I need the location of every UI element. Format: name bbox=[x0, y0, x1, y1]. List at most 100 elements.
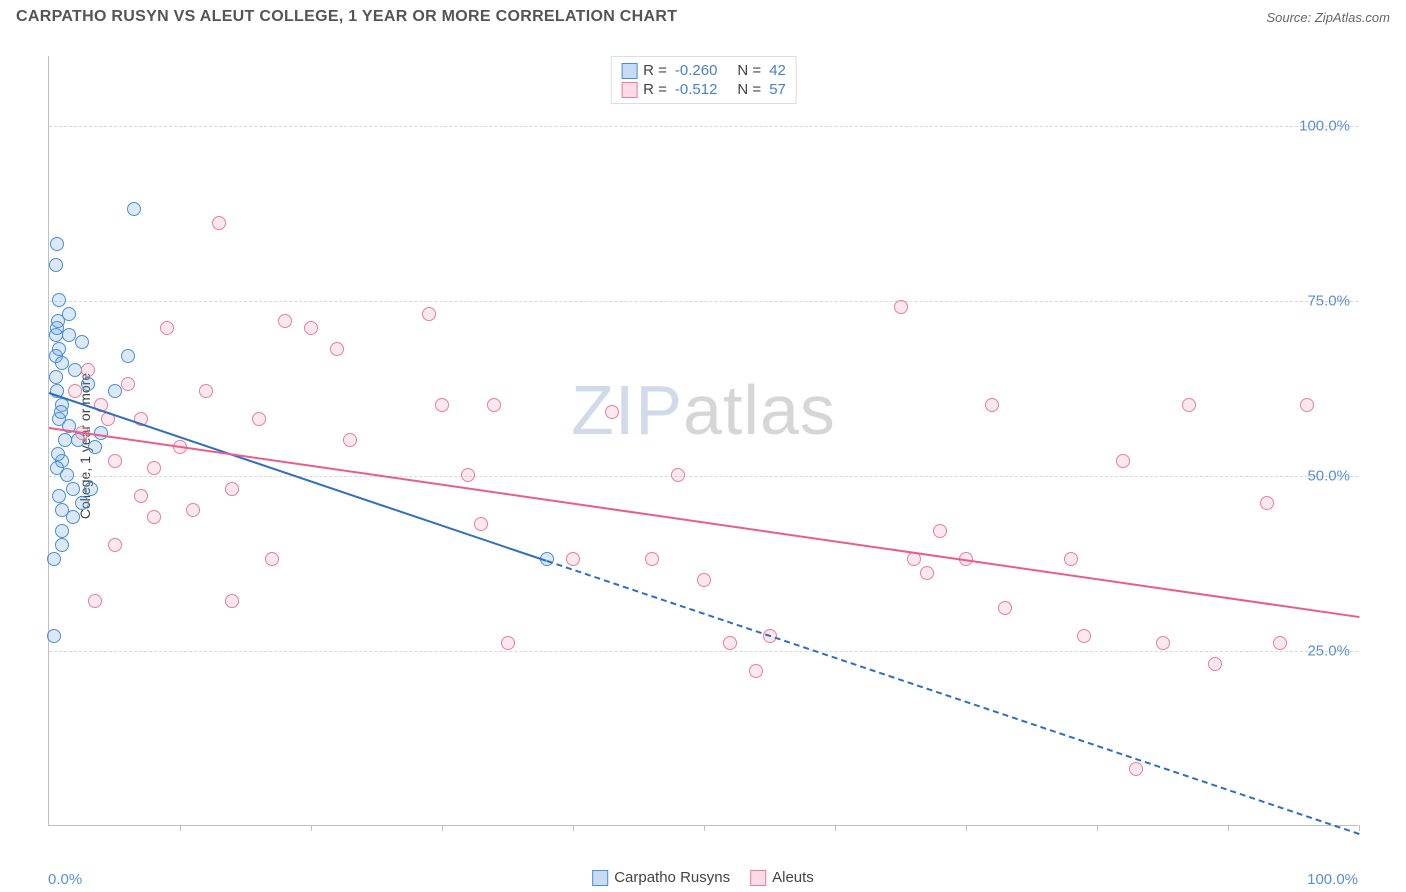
x-tick bbox=[573, 825, 574, 831]
data-point bbox=[50, 461, 64, 475]
data-point bbox=[605, 405, 619, 419]
data-point bbox=[1077, 629, 1091, 643]
data-point bbox=[75, 335, 89, 349]
data-point bbox=[47, 552, 61, 566]
data-point bbox=[51, 447, 65, 461]
legend-r-value: -0.260 bbox=[675, 62, 718, 79]
data-point bbox=[933, 524, 947, 538]
data-point bbox=[147, 461, 161, 475]
data-point bbox=[88, 594, 102, 608]
trend-line bbox=[546, 560, 1359, 835]
gridline bbox=[49, 301, 1358, 302]
data-point bbox=[1182, 398, 1196, 412]
scatter-plot-area: ZIPatlas R =-0.260N =42R =-0.512N =57 25… bbox=[48, 56, 1358, 826]
data-point bbox=[81, 363, 95, 377]
legend-item: Aleuts bbox=[750, 869, 814, 886]
data-point bbox=[1260, 496, 1274, 510]
y-tick-label: 75.0% bbox=[1307, 293, 1350, 310]
legend-row: R =-0.512N =57 bbox=[621, 80, 786, 99]
data-point bbox=[68, 363, 82, 377]
data-point bbox=[49, 258, 63, 272]
data-point bbox=[199, 384, 213, 398]
data-point bbox=[225, 594, 239, 608]
correlation-legend: R =-0.260N =42R =-0.512N =57 bbox=[610, 56, 797, 104]
x-tick bbox=[442, 825, 443, 831]
legend-swatch bbox=[621, 63, 637, 79]
y-tick-label: 100.0% bbox=[1299, 118, 1350, 135]
legend-n-label: N = bbox=[737, 81, 761, 98]
data-point bbox=[422, 307, 436, 321]
x-tick bbox=[704, 825, 705, 831]
data-point bbox=[645, 552, 659, 566]
x-tick bbox=[311, 825, 312, 831]
x-tick bbox=[1359, 825, 1360, 831]
data-point bbox=[81, 377, 95, 391]
data-point bbox=[68, 384, 82, 398]
data-point bbox=[66, 510, 80, 524]
x-axis-max-label: 100.0% bbox=[1307, 871, 1358, 888]
source-attribution: Source: ZipAtlas.com bbox=[1266, 10, 1390, 25]
data-point bbox=[108, 384, 122, 398]
data-point bbox=[55, 524, 69, 538]
legend-n-value: 42 bbox=[769, 62, 786, 79]
data-point bbox=[58, 433, 72, 447]
data-point bbox=[52, 489, 66, 503]
x-tick bbox=[1097, 825, 1098, 831]
data-point bbox=[894, 300, 908, 314]
data-point bbox=[108, 538, 122, 552]
data-point bbox=[121, 377, 135, 391]
data-point bbox=[998, 601, 1012, 615]
data-point bbox=[160, 321, 174, 335]
data-point bbox=[47, 629, 61, 643]
data-point bbox=[1208, 657, 1222, 671]
legend-row: R =-0.260N =42 bbox=[621, 61, 786, 80]
data-point bbox=[75, 496, 89, 510]
data-point bbox=[723, 636, 737, 650]
data-point bbox=[66, 482, 80, 496]
legend-label: Aleuts bbox=[772, 869, 814, 886]
x-tick bbox=[180, 825, 181, 831]
data-point bbox=[127, 202, 141, 216]
data-point bbox=[147, 510, 161, 524]
data-point bbox=[304, 321, 318, 335]
y-tick-label: 50.0% bbox=[1307, 468, 1350, 485]
data-point bbox=[186, 503, 200, 517]
data-point bbox=[461, 468, 475, 482]
legend-label: Carpatho Rusyns bbox=[614, 869, 730, 886]
gridline bbox=[49, 126, 1358, 127]
data-point bbox=[134, 489, 148, 503]
data-point bbox=[671, 468, 685, 482]
header: CARPATHO RUSYN VS ALEUT COLLEGE, 1 YEAR … bbox=[0, 0, 1406, 30]
legend-swatch bbox=[592, 870, 608, 886]
legend-n-value: 57 bbox=[769, 81, 786, 98]
data-point bbox=[1116, 454, 1130, 468]
data-point bbox=[52, 342, 66, 356]
legend-r-value: -0.512 bbox=[675, 81, 718, 98]
data-point bbox=[330, 342, 344, 356]
data-point bbox=[278, 314, 292, 328]
data-point bbox=[88, 440, 102, 454]
data-point bbox=[1129, 762, 1143, 776]
data-point bbox=[1300, 398, 1314, 412]
gridline bbox=[49, 476, 1358, 477]
data-point bbox=[55, 356, 69, 370]
data-point bbox=[920, 566, 934, 580]
data-point bbox=[265, 552, 279, 566]
trend-line bbox=[49, 427, 1359, 618]
data-point bbox=[566, 552, 580, 566]
x-tick bbox=[966, 825, 967, 831]
chart-title: CARPATHO RUSYN VS ALEUT COLLEGE, 1 YEAR … bbox=[16, 8, 677, 26]
data-point bbox=[252, 412, 266, 426]
data-point bbox=[1156, 636, 1170, 650]
data-point bbox=[49, 370, 63, 384]
data-point bbox=[343, 433, 357, 447]
legend-r-label: R = bbox=[643, 62, 667, 79]
data-point bbox=[1273, 636, 1287, 650]
legend-swatch bbox=[621, 82, 637, 98]
data-point bbox=[225, 482, 239, 496]
data-point bbox=[55, 538, 69, 552]
y-tick-label: 25.0% bbox=[1307, 643, 1350, 660]
data-point bbox=[50, 237, 64, 251]
data-point bbox=[121, 349, 135, 363]
data-point bbox=[212, 216, 226, 230]
